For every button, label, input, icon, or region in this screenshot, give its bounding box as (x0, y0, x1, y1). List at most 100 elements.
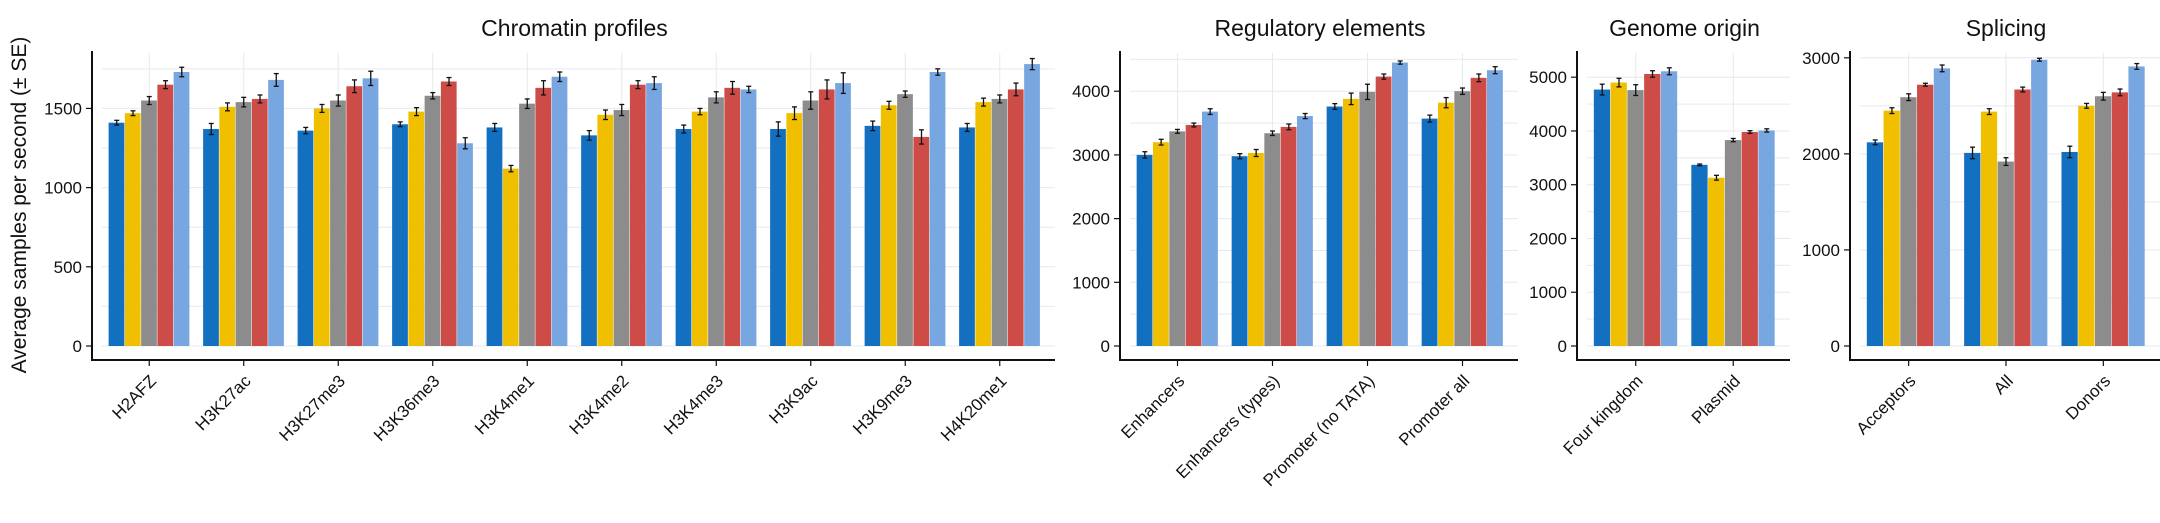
bar (629, 84, 646, 347)
bar (268, 79, 284, 347)
bar (991, 98, 1008, 346)
bar (486, 127, 503, 346)
bar (1024, 64, 1040, 346)
x-tick-label: All (1990, 371, 2017, 398)
bar (1627, 90, 1644, 346)
bar (646, 83, 662, 346)
panel-title: Regulatory elements (1215, 15, 1426, 41)
x-tick-label: H3K36me3 (370, 371, 444, 445)
bar (708, 97, 724, 346)
bar (1326, 106, 1343, 346)
y-tick-label: 3000 (1802, 49, 1840, 68)
bar (802, 100, 819, 346)
x-tick-label: H2AFZ (109, 371, 161, 423)
x-tick-label: H3K9me3 (849, 371, 916, 438)
bar (2094, 96, 2112, 346)
x-tick-label: Four kingdom (1560, 371, 1647, 458)
y-tick-label: 1000 (44, 179, 82, 198)
y-tick-label: 4000 (1529, 122, 1567, 141)
bar (1437, 102, 1454, 346)
bar (1136, 154, 1153, 346)
bar (1758, 130, 1775, 346)
bar (297, 130, 314, 346)
bar (818, 89, 835, 346)
x-tick-label: H3K4me2 (566, 371, 633, 438)
bar (1392, 62, 1408, 346)
y-tick-label: 1500 (44, 99, 82, 118)
bar (346, 86, 363, 346)
y-tick-label: 3000 (1529, 176, 1567, 195)
bar (1375, 76, 1392, 347)
bar (251, 98, 268, 346)
panel-title: Genome origin (1609, 15, 1760, 41)
bar (1724, 140, 1742, 346)
bar (440, 81, 457, 346)
x-tick-label: Plasmid (1688, 371, 1744, 427)
bar (1610, 82, 1627, 346)
bar (408, 111, 425, 346)
y-tick-label: 4000 (1072, 82, 1110, 101)
bar (330, 100, 346, 346)
y-tick-label: 500 (54, 258, 82, 277)
bar (581, 135, 597, 346)
bar (1933, 68, 1951, 347)
bar (1997, 161, 2014, 346)
x-tick-label: Acceptors (1853, 371, 1920, 438)
x-tick-label: Promoter all (1395, 371, 1473, 449)
bar (1470, 77, 1487, 346)
bar (502, 168, 519, 346)
y-tick-label: 2000 (1072, 210, 1110, 229)
y-tick-label: 0 (73, 337, 82, 356)
x-tick-label: H3K4me1 (471, 371, 538, 438)
bar (457, 143, 473, 346)
bar (1593, 89, 1611, 346)
x-tick-label: Enhancers (types) (1172, 371, 1283, 482)
bar (1660, 71, 1678, 346)
bar (219, 106, 236, 346)
x-tick-label: H3K4me3 (660, 371, 727, 438)
bar (1169, 131, 1186, 346)
bar (1185, 124, 1202, 346)
bar (786, 113, 803, 347)
panel-title: Splicing (1966, 15, 2047, 41)
y-axis-label: Average samples per second (± SE) (8, 37, 31, 374)
bar (1900, 97, 1917, 347)
bar (1741, 132, 1758, 346)
bar (1691, 164, 1708, 346)
bar (519, 103, 535, 346)
x-tick-label: Donors (2062, 371, 2114, 423)
bar (1964, 152, 1981, 346)
bar (675, 129, 692, 346)
y-tick-label: 0 (1101, 337, 1110, 356)
bar (1644, 73, 1661, 346)
bar (864, 125, 881, 346)
x-tick-label: H3K9ac (765, 371, 822, 428)
bar (1280, 126, 1297, 346)
bar (551, 76, 568, 346)
y-tick-label: 1000 (1529, 283, 1567, 302)
bar (1980, 111, 1998, 346)
y-tick-label: 5000 (1529, 68, 1567, 87)
y-tick-label: 0 (1558, 337, 1567, 356)
bar (203, 129, 219, 346)
x-tick-label: H3K27ac (192, 371, 255, 434)
bar (2031, 59, 2048, 347)
bar (1917, 84, 1934, 347)
bar (2014, 89, 2031, 347)
bar (975, 102, 992, 347)
bar (157, 84, 174, 347)
bar (2061, 151, 2078, 346)
bar (1342, 98, 1359, 346)
bar (124, 113, 141, 347)
x-tick-label: Enhancers (1117, 371, 1188, 442)
bar (691, 111, 708, 346)
x-tick-label: H3K27me3 (275, 371, 349, 445)
bar (173, 72, 190, 346)
panel-title: Chromatin profiles (481, 15, 668, 41)
y-tick-label: 1000 (1802, 241, 1840, 260)
y-tick-label: 0 (1831, 337, 1840, 356)
bar (913, 136, 930, 346)
bar (2128, 66, 2145, 346)
bar (613, 110, 630, 347)
